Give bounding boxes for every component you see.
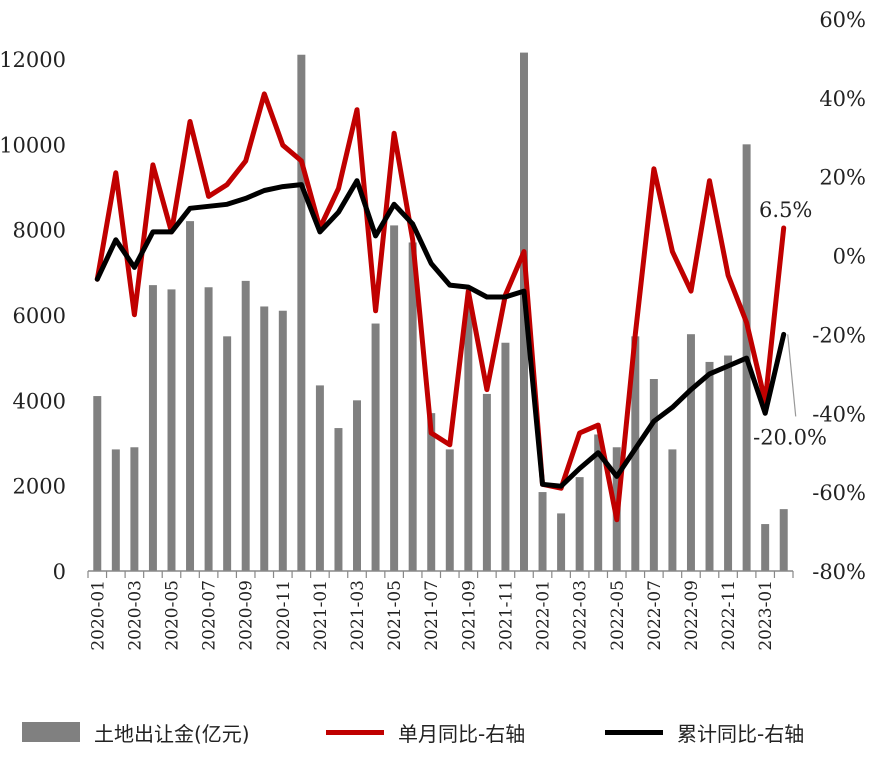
bar <box>631 336 640 571</box>
x-axis-tick-label: 2020-05 <box>162 580 182 651</box>
x-axis-tick-label: 2022-09 <box>682 580 702 651</box>
right-axis-tick-label: 60% <box>819 8 866 32</box>
bar <box>779 509 788 571</box>
bar <box>390 225 399 571</box>
bar <box>594 434 603 571</box>
bar <box>371 323 380 571</box>
x-axis-tick-label: 2021-07 <box>422 580 442 651</box>
left-axis-tick-label: 2000 <box>13 475 66 499</box>
legend-swatch-line <box>605 729 663 735</box>
x-axis-tick-label: 2021-01 <box>311 580 331 651</box>
bar <box>501 342 510 571</box>
legend-item-monthly-yoy: 单月同比-右轴 <box>326 712 525 752</box>
bar <box>408 242 417 571</box>
bar <box>557 513 566 571</box>
left-axis-tick-label: 8000 <box>13 219 66 243</box>
bar <box>705 361 714 571</box>
x-axis-tick-label: 2020-11 <box>274 580 294 651</box>
bar <box>148 285 157 571</box>
line-series <box>94 91 787 523</box>
x-axis-tick-label: 2022-11 <box>719 580 739 651</box>
bar <box>724 355 733 571</box>
bar <box>297 54 306 571</box>
annotation-label: -20.0% <box>753 425 827 449</box>
left-axis-tick-label: 10000 <box>0 133 66 157</box>
bar <box>649 379 658 571</box>
right-axis-tick-label: 40% <box>819 87 866 111</box>
legend-swatch-line <box>326 729 384 735</box>
legend-label: 单月同比-右轴 <box>398 721 526 746</box>
legend-swatch-bar <box>22 722 80 742</box>
x-axis-tick-label: 2021-03 <box>348 580 368 651</box>
bar <box>761 524 770 571</box>
bar <box>204 287 213 571</box>
bar-series <box>93 52 788 572</box>
left-axis-tick-label: 12000 <box>0 48 66 72</box>
bar <box>186 221 195 571</box>
right-axis-tick-label: 20% <box>819 166 866 190</box>
annotation-leader-line <box>787 334 797 417</box>
right-axis-tick-label: 0% <box>833 245 866 269</box>
legend-label: 土地出让金(亿元) <box>94 721 250 746</box>
bar <box>241 280 250 571</box>
bar <box>668 449 677 571</box>
bar <box>223 336 232 571</box>
bar <box>482 393 491 571</box>
x-axis-tick-label: 2020-07 <box>200 580 220 651</box>
bar <box>445 449 454 571</box>
bar <box>575 477 584 571</box>
bar <box>93 396 102 571</box>
right-axis-tick-label: -20% <box>812 323 866 347</box>
x-axis-tick-label: 2022-01 <box>534 580 554 651</box>
annotation-label: 6.5% <box>759 198 812 222</box>
x-axis-tick-label: 2020-09 <box>237 580 257 651</box>
x-axis-tick-label: 2020-01 <box>88 580 108 651</box>
x-axis-tick-label: 2022-05 <box>608 580 628 651</box>
annotations: 6.5% -20.0% <box>753 198 827 449</box>
bar <box>260 306 269 571</box>
x-axis-tick-label: 2020-03 <box>125 580 145 651</box>
tick-labels: 020004000600080001000012000-80%-60%-40%-… <box>0 8 866 651</box>
bar <box>334 428 343 571</box>
bar <box>111 449 120 571</box>
monthly-yoy-line <box>94 91 787 523</box>
bar <box>464 306 473 571</box>
x-axis-tick-label: 2022-07 <box>645 580 665 651</box>
x-axis-tick-label: 2021-05 <box>385 580 405 651</box>
legend-item-cumulative-yoy: 累计同比-右轴 <box>605 712 804 752</box>
x-axis-tick-label: 2022-03 <box>571 580 591 651</box>
legend-item-land-revenue: 土地出让金(亿元) <box>22 712 250 752</box>
left-axis-tick-label: 0 <box>53 560 66 584</box>
x-axis-tick-label: 2021-09 <box>459 580 479 651</box>
bar <box>315 385 324 571</box>
left-axis-tick-label: 6000 <box>13 304 66 328</box>
right-axis-tick-label: -80% <box>812 560 866 584</box>
chart-canvas: 020004000600080001000012000-80%-60%-40%-… <box>0 8 866 651</box>
bar <box>130 447 139 571</box>
cumulative-yoy-line <box>94 178 787 489</box>
bar <box>278 310 287 571</box>
bar <box>353 400 362 571</box>
right-axis-tick-label: -40% <box>812 402 866 426</box>
legend: 土地出让金(亿元) 单月同比-右轴 累计同比-右轴 <box>0 712 877 752</box>
x-axis-tick-label: 2023-01 <box>756 580 776 651</box>
axes <box>87 570 794 578</box>
left-axis-tick-label: 4000 <box>13 389 66 413</box>
bar <box>427 413 436 571</box>
bar <box>167 289 176 571</box>
bar <box>686 334 695 571</box>
x-axis-tick-label: 2021-11 <box>496 580 516 651</box>
right-axis-tick-label: -60% <box>812 481 866 505</box>
legend-label: 累计同比-右轴 <box>677 721 805 746</box>
bar <box>538 492 547 571</box>
